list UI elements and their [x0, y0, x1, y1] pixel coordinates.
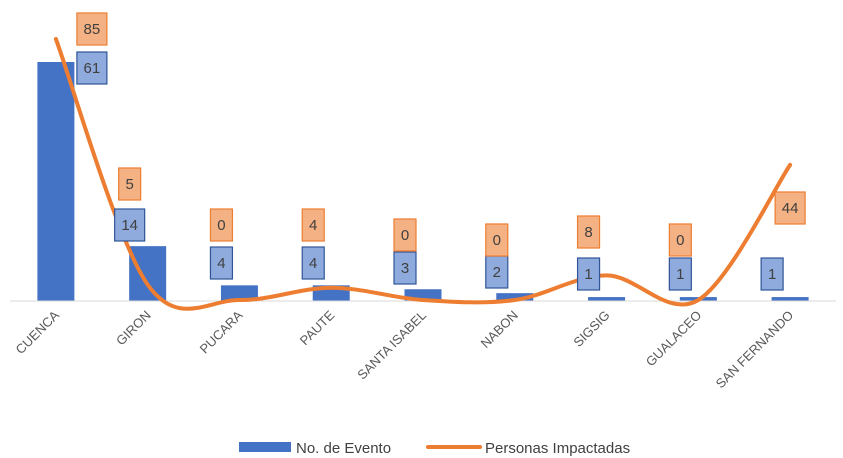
- line-label-san-fernando: 44: [774, 191, 806, 225]
- line-label-san-fernando-text: 44: [782, 200, 799, 217]
- line-label-gualaceo: 0: [668, 223, 692, 257]
- line-label-santa-isabel: 0: [393, 218, 417, 252]
- legend-label-line: Personas Impactadas: [485, 440, 630, 457]
- tick-label-nabon: NABON: [478, 308, 521, 351]
- bar-series: [37, 62, 809, 301]
- line-label-paute-box: [301, 208, 325, 242]
- line-label-pucara-text: 0: [217, 217, 225, 234]
- bar-label-nabon: 2: [485, 255, 509, 289]
- tick-label-sigsig: SIGSIG: [570, 308, 612, 350]
- tick-label-pucara: PUCARA: [197, 307, 246, 356]
- tick-label-san-fernando: SAN FERNANDO: [713, 308, 797, 392]
- line-label-santa-isabel-text: 0: [401, 227, 409, 244]
- bar-label-giron: 14: [114, 208, 146, 242]
- bar-label-paute: 4: [301, 246, 325, 280]
- bar-label-sigsig-text: 1: [584, 266, 592, 283]
- line-label-gualaceo-text: 0: [676, 232, 684, 249]
- line-label-pucara-box: [209, 208, 234, 242]
- bar-label-san-fernando-box: [760, 257, 784, 291]
- bar-label-nabon-text: 2: [493, 264, 501, 281]
- line-label-cuenca-text: 85: [84, 21, 101, 38]
- bar-label-pucara-box: [209, 246, 234, 280]
- line-label-paute: 4: [301, 208, 325, 242]
- bar-label-paute-box: [301, 246, 325, 280]
- line-label-santa-isabel-box: [393, 218, 417, 252]
- bar-sigsig: [588, 297, 626, 301]
- bar-label-giron-text: 14: [121, 217, 138, 234]
- bar-data-labels: 61 14 4 4 3 2 1 1 1: [76, 51, 784, 291]
- legend: No. de Evento Personas Impactadas: [239, 440, 630, 457]
- line-label-paute-text: 4: [309, 217, 317, 234]
- line-label-sigsig: 8: [576, 215, 601, 249]
- bar-san-fernando: [771, 297, 809, 301]
- line-label-sigsig-box: [576, 215, 601, 249]
- tick-label-paute: PAUTE: [297, 307, 338, 348]
- bar-label-santa-isabel-box: [393, 251, 417, 285]
- bar-label-gualaceo-box: [668, 257, 692, 291]
- line-data-labels: 85 5 0 4 0 0 8 0 44: [76, 12, 806, 257]
- tick-label-santa-isabel: SANTA ISABEL: [354, 308, 429, 383]
- bar-label-sigsig: 1: [576, 257, 601, 291]
- bar-label-san-fernando-text: 1: [768, 266, 776, 283]
- bar-label-cuenca: 61: [76, 51, 108, 85]
- line-label-cuenca-box: [76, 12, 108, 46]
- bar-giron: [129, 246, 167, 301]
- line-label-nabon: 0: [485, 223, 509, 257]
- bar-label-gualaceo: 1: [668, 257, 692, 291]
- bar-label-sigsig-box: [576, 257, 601, 291]
- tick-label-gualaceo: GUALACEO: [643, 308, 705, 370]
- bar-label-pucara-text: 4: [217, 255, 225, 272]
- bar-label-pucara: 4: [209, 246, 234, 280]
- bar-label-san-fernando: 1: [760, 257, 784, 291]
- bar-label-giron-box: [114, 208, 146, 242]
- line-label-giron: 5: [118, 167, 142, 201]
- tick-label-cuenca: CUENCA: [13, 307, 63, 357]
- bar-label-santa-isabel-text: 3: [401, 260, 409, 277]
- bar-label-cuenca-box: [76, 51, 108, 85]
- bar-pucara: [220, 285, 258, 301]
- tick-label-giron: GIRON: [113, 308, 154, 349]
- bar-label-santa-isabel: 3: [393, 251, 417, 285]
- x-tick-labels: CUENCA GIRON PUCARA PAUTE SANTA ISABEL NABON S…: [13, 307, 797, 391]
- bar-label-cuenca-text: 61: [84, 60, 101, 77]
- bar-label-paute-text: 4: [309, 255, 317, 272]
- line-label-sigsig-text: 8: [584, 224, 592, 241]
- bar-santa-isabel: [404, 289, 442, 301]
- line-label-giron-box: [118, 167, 142, 201]
- line-label-gualaceo-box: [668, 223, 692, 257]
- bar-nabon: [496, 293, 534, 301]
- line-label-giron-text: 5: [125, 176, 133, 193]
- line-series-personas: [53, 37, 793, 311]
- line-label-cuenca: 85: [76, 12, 108, 46]
- line-label-nabon-box: [485, 223, 509, 257]
- legend-label-bar: No. de Evento: [296, 440, 391, 457]
- line-label-nabon-text: 0: [493, 232, 501, 249]
- legend-swatch-bar: [239, 442, 291, 452]
- line-label-pucara: 0: [209, 208, 234, 242]
- bar-label-gualaceo-text: 1: [676, 266, 684, 283]
- line-label-san-fernando-box: [774, 191, 806, 225]
- bar-cuenca: [37, 62, 75, 301]
